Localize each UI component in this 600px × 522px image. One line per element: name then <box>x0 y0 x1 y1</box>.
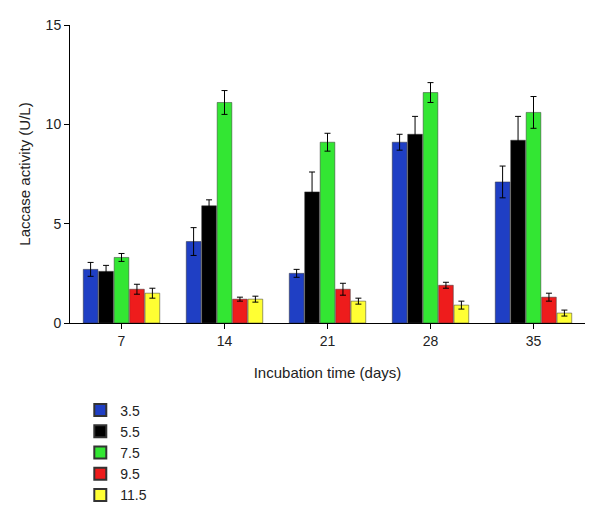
svg-text:Laccase activity (U/L): Laccase activity (U/L) <box>16 102 33 245</box>
svg-text:21: 21 <box>320 333 336 349</box>
svg-text:7.5: 7.5 <box>120 445 140 461</box>
svg-text:14: 14 <box>217 333 233 349</box>
svg-text:0: 0 <box>53 315 61 331</box>
svg-text:15: 15 <box>46 17 62 33</box>
svg-text:5.5: 5.5 <box>120 424 140 440</box>
svg-text:28: 28 <box>423 333 439 349</box>
svg-text:Incubation time (days): Incubation time (days) <box>254 364 402 381</box>
svg-text:11.5: 11.5 <box>120 487 146 503</box>
svg-text:35: 35 <box>526 333 542 349</box>
svg-text:5: 5 <box>53 216 61 232</box>
svg-text:7: 7 <box>118 333 126 349</box>
svg-text:3.5: 3.5 <box>120 403 140 419</box>
svg-text:10: 10 <box>46 116 62 132</box>
svg-text:9.5: 9.5 <box>120 466 140 482</box>
